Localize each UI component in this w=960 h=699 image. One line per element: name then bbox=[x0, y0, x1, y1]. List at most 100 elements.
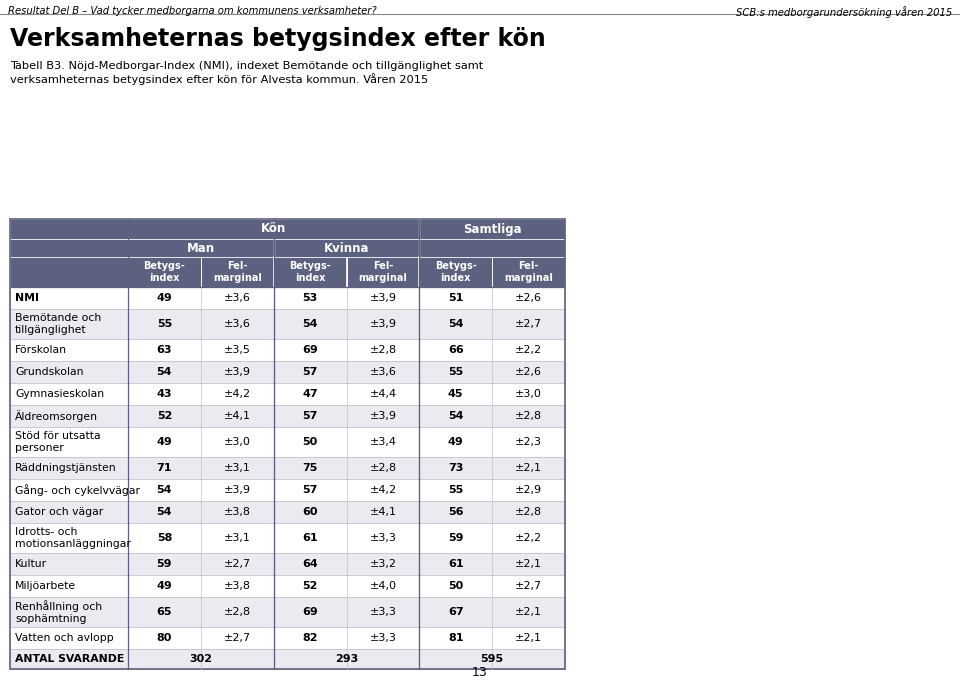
Text: 82: 82 bbox=[302, 633, 318, 643]
Text: 69: 69 bbox=[302, 607, 318, 617]
Text: ±3,0: ±3,0 bbox=[516, 389, 542, 399]
Text: 54: 54 bbox=[156, 507, 172, 517]
Text: 75: 75 bbox=[302, 463, 318, 473]
Text: ±2,1: ±2,1 bbox=[516, 559, 542, 569]
Text: 66: 66 bbox=[448, 345, 464, 355]
Text: 302: 302 bbox=[189, 654, 212, 664]
Text: Samtliga: Samtliga bbox=[463, 222, 521, 236]
Text: Betygs-
index: Betygs- index bbox=[144, 261, 185, 283]
Text: 54: 54 bbox=[156, 485, 172, 495]
Text: ±2,8: ±2,8 bbox=[224, 607, 251, 617]
Text: ±2,7: ±2,7 bbox=[224, 559, 251, 569]
Text: ±3,6: ±3,6 bbox=[370, 367, 396, 377]
Text: ±4,1: ±4,1 bbox=[370, 507, 396, 517]
Text: 55: 55 bbox=[448, 485, 464, 495]
Text: 63: 63 bbox=[156, 345, 172, 355]
FancyBboxPatch shape bbox=[10, 649, 565, 669]
Text: ±2,2: ±2,2 bbox=[515, 345, 542, 355]
Text: ±2,8: ±2,8 bbox=[515, 411, 542, 421]
FancyBboxPatch shape bbox=[10, 427, 565, 457]
FancyBboxPatch shape bbox=[347, 257, 420, 287]
Text: ±2,7: ±2,7 bbox=[515, 319, 542, 329]
Text: ±4,1: ±4,1 bbox=[224, 411, 251, 421]
FancyBboxPatch shape bbox=[274, 239, 420, 257]
Text: 47: 47 bbox=[302, 389, 318, 399]
FancyBboxPatch shape bbox=[10, 523, 565, 553]
Text: 51: 51 bbox=[448, 293, 464, 303]
Text: ±2,6: ±2,6 bbox=[516, 367, 542, 377]
Text: 57: 57 bbox=[302, 367, 318, 377]
Text: Gator och vägar: Gator och vägar bbox=[15, 507, 104, 517]
Text: 595: 595 bbox=[481, 654, 504, 664]
Text: Resultat Del B – Vad tycker medborgarna om kommunens verksamheter?: Resultat Del B – Vad tycker medborgarna … bbox=[8, 6, 376, 16]
Text: Gång- och cykelvvägar: Gång- och cykelvvägar bbox=[15, 484, 140, 496]
Text: 81: 81 bbox=[448, 633, 464, 643]
Text: Miljöarbete: Miljöarbete bbox=[15, 581, 76, 591]
FancyBboxPatch shape bbox=[201, 257, 274, 287]
Text: ±3,3: ±3,3 bbox=[370, 607, 396, 617]
FancyBboxPatch shape bbox=[10, 405, 565, 427]
Text: ±3,6: ±3,6 bbox=[224, 319, 251, 329]
FancyBboxPatch shape bbox=[10, 597, 565, 627]
Text: ±3,1: ±3,1 bbox=[224, 533, 251, 543]
Text: ±2,8: ±2,8 bbox=[370, 463, 396, 473]
Text: ±3,8: ±3,8 bbox=[224, 507, 251, 517]
Text: Kultur: Kultur bbox=[15, 559, 47, 569]
Text: ±4,4: ±4,4 bbox=[370, 389, 396, 399]
Text: 54: 54 bbox=[448, 319, 464, 329]
Text: ±2,1: ±2,1 bbox=[516, 607, 542, 617]
Text: 54: 54 bbox=[448, 411, 464, 421]
FancyBboxPatch shape bbox=[10, 457, 565, 479]
Text: 57: 57 bbox=[302, 485, 318, 495]
Text: 61: 61 bbox=[448, 559, 464, 569]
Text: ±4,2: ±4,2 bbox=[370, 485, 396, 495]
Text: 65: 65 bbox=[156, 607, 172, 617]
Text: 57: 57 bbox=[302, 411, 318, 421]
Text: Idrotts- och
motionsanläggningar: Idrotts- och motionsanläggningar bbox=[15, 527, 131, 549]
FancyBboxPatch shape bbox=[420, 257, 492, 287]
Text: Bemötande och
tillgänglighet: Bemötande och tillgänglighet bbox=[15, 313, 101, 335]
Text: 58: 58 bbox=[156, 533, 172, 543]
Text: 50: 50 bbox=[302, 437, 318, 447]
FancyBboxPatch shape bbox=[10, 287, 565, 309]
FancyBboxPatch shape bbox=[128, 239, 274, 257]
Text: ±3,3: ±3,3 bbox=[370, 533, 396, 543]
Text: 56: 56 bbox=[448, 507, 464, 517]
Text: Betygs-
index: Betygs- index bbox=[289, 261, 331, 283]
Text: 43: 43 bbox=[156, 389, 172, 399]
Text: 13: 13 bbox=[472, 666, 488, 679]
FancyBboxPatch shape bbox=[128, 257, 201, 287]
FancyBboxPatch shape bbox=[10, 219, 128, 239]
Text: Förskolan: Förskolan bbox=[15, 345, 67, 355]
Text: ±2,1: ±2,1 bbox=[516, 463, 542, 473]
FancyBboxPatch shape bbox=[10, 257, 128, 287]
Text: NMI: NMI bbox=[15, 293, 39, 303]
Text: Verksamheternas betygsindex efter kön: Verksamheternas betygsindex efter kön bbox=[10, 27, 545, 51]
Text: 54: 54 bbox=[156, 367, 172, 377]
Text: 49: 49 bbox=[156, 293, 172, 303]
FancyBboxPatch shape bbox=[10, 309, 565, 339]
FancyBboxPatch shape bbox=[420, 239, 565, 257]
Text: 49: 49 bbox=[156, 581, 172, 591]
Text: ±3,8: ±3,8 bbox=[224, 581, 251, 591]
Text: ±3,9: ±3,9 bbox=[370, 293, 396, 303]
Text: ±2,7: ±2,7 bbox=[224, 633, 251, 643]
Text: ±3,1: ±3,1 bbox=[224, 463, 251, 473]
Text: ±2,2: ±2,2 bbox=[515, 533, 542, 543]
Text: ±3,5: ±3,5 bbox=[224, 345, 251, 355]
Text: Vatten och avlopp: Vatten och avlopp bbox=[15, 633, 113, 643]
FancyBboxPatch shape bbox=[274, 257, 347, 287]
FancyBboxPatch shape bbox=[492, 257, 565, 287]
Text: ±3,9: ±3,9 bbox=[370, 319, 396, 329]
Text: Tabell B3. Nöjd-Medborgar-Index (NMI), indexet Bemötande och tillgänglighet samt: Tabell B3. Nöjd-Medborgar-Index (NMI), i… bbox=[10, 61, 483, 85]
Text: ±3,4: ±3,4 bbox=[370, 437, 396, 447]
Text: ±3,2: ±3,2 bbox=[370, 559, 396, 569]
Text: 55: 55 bbox=[448, 367, 464, 377]
Text: 49: 49 bbox=[156, 437, 172, 447]
Text: ±2,3: ±2,3 bbox=[516, 437, 542, 447]
Text: 53: 53 bbox=[302, 293, 318, 303]
Text: 54: 54 bbox=[302, 319, 318, 329]
FancyBboxPatch shape bbox=[10, 501, 565, 523]
Text: Gymnasieskolan: Gymnasieskolan bbox=[15, 389, 104, 399]
Text: 52: 52 bbox=[302, 581, 318, 591]
